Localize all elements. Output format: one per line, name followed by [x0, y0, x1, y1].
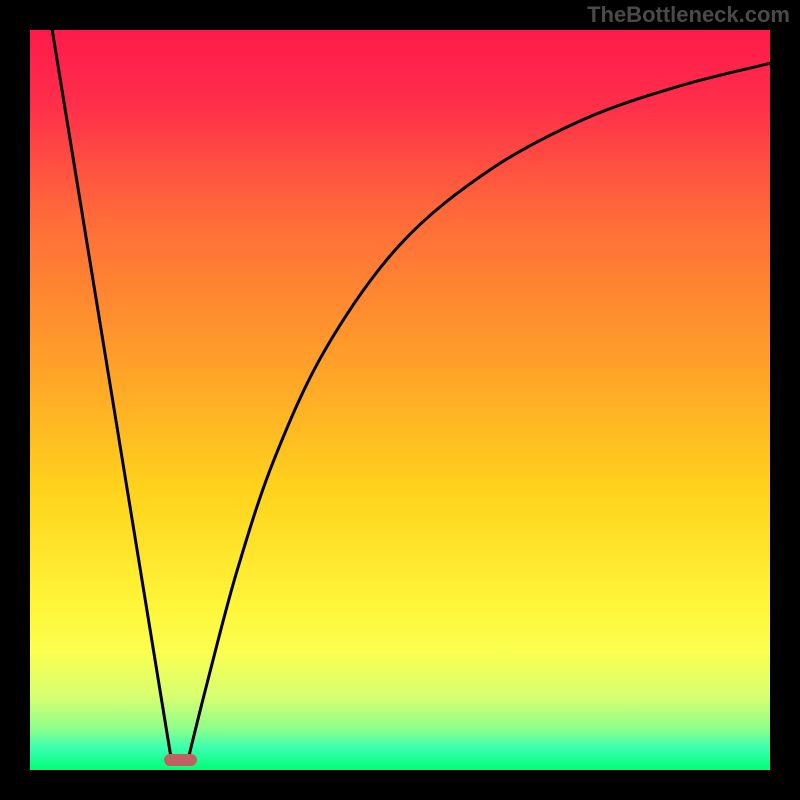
curve-right-branch [189, 63, 770, 755]
watermark-text: TheBottleneck.com [587, 2, 790, 28]
bottleneck-curve [30, 30, 770, 770]
curve-left-branch [52, 30, 170, 755]
plot-area [30, 30, 770, 770]
chart-container: TheBottleneck.com [0, 0, 800, 800]
optimal-marker [164, 754, 197, 766]
